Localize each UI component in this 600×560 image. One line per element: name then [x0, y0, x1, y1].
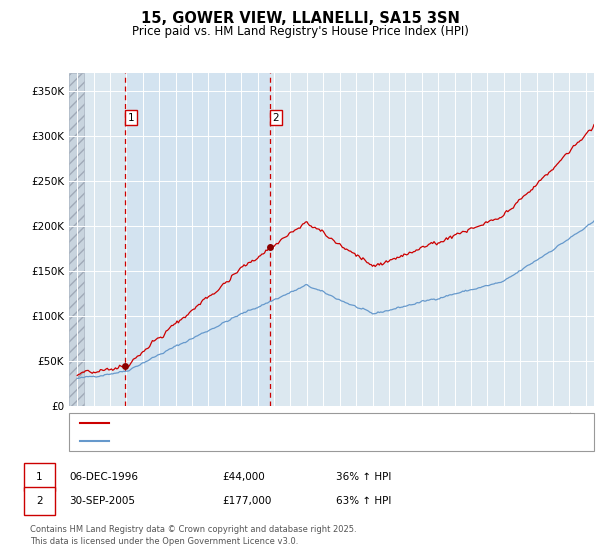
- Text: £44,000: £44,000: [222, 472, 265, 482]
- Text: 15, GOWER VIEW, LLANELLI, SA15 3SN (semi-detached house): 15, GOWER VIEW, LLANELLI, SA15 3SN (semi…: [116, 418, 428, 428]
- Text: Contains HM Land Registry data © Crown copyright and database right 2025.
This d: Contains HM Land Registry data © Crown c…: [30, 525, 356, 546]
- Bar: [69, 73, 84, 406]
- Text: Price paid vs. HM Land Registry's House Price Index (HPI): Price paid vs. HM Land Registry's House …: [131, 25, 469, 38]
- Text: 1: 1: [36, 472, 43, 482]
- Bar: [125, 73, 270, 406]
- Text: £177,000: £177,000: [222, 496, 271, 506]
- Text: 06-DEC-1996: 06-DEC-1996: [69, 472, 138, 482]
- Text: 30-SEP-2005: 30-SEP-2005: [69, 496, 135, 506]
- Text: 36% ↑ HPI: 36% ↑ HPI: [336, 472, 391, 482]
- Text: HPI: Average price, semi-detached house, Carmarthenshire: HPI: Average price, semi-detached house,…: [116, 436, 412, 446]
- Text: 15, GOWER VIEW, LLANELLI, SA15 3SN: 15, GOWER VIEW, LLANELLI, SA15 3SN: [140, 11, 460, 26]
- Text: 1: 1: [128, 113, 134, 123]
- Text: 2: 2: [272, 113, 279, 123]
- Text: 63% ↑ HPI: 63% ↑ HPI: [336, 496, 391, 506]
- Text: 2: 2: [36, 496, 43, 506]
